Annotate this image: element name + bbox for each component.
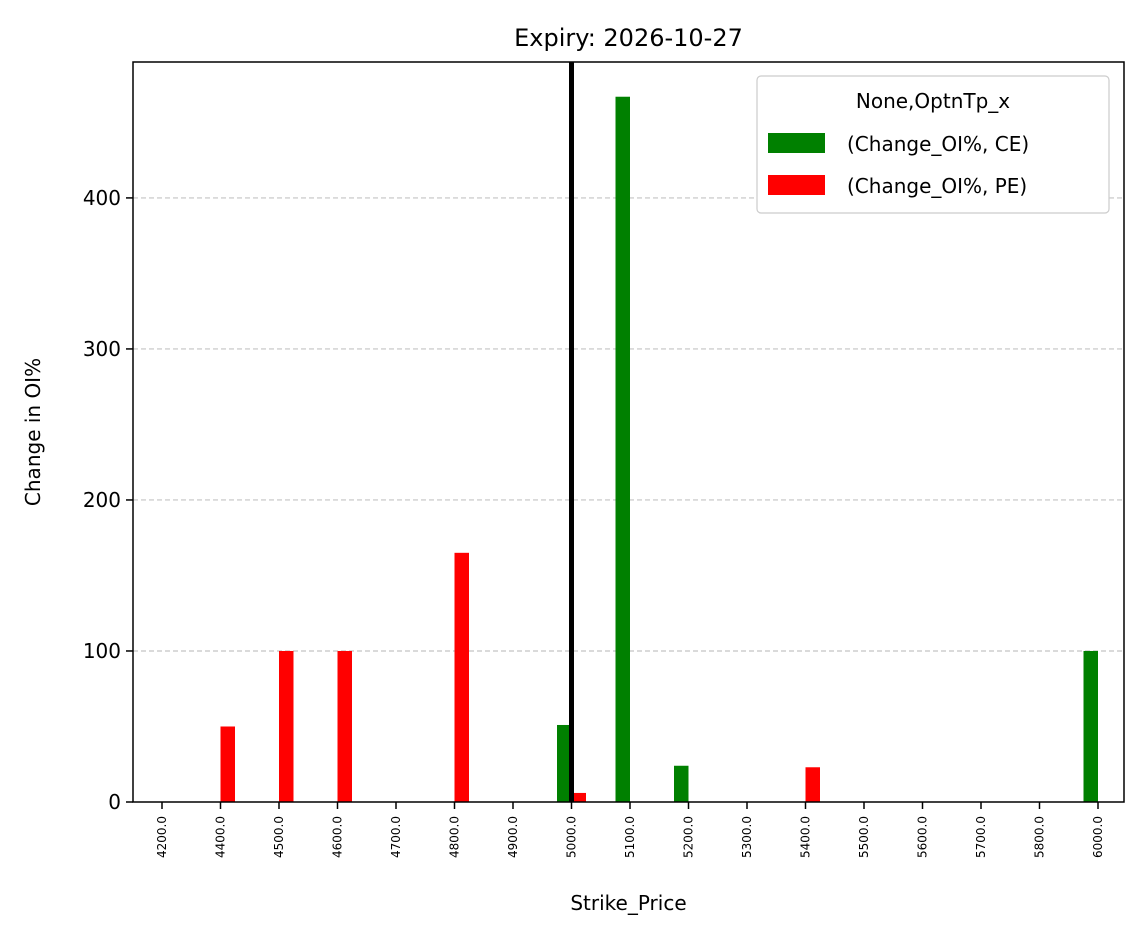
x-tick-label: 5000.0: [565, 816, 579, 858]
y-axis-label: Change in OI%: [21, 358, 45, 506]
x-tick-label: 5700.0: [974, 816, 988, 858]
bars: [220, 96, 1098, 803]
x-tick-label: 5100.0: [623, 816, 637, 858]
x-tick-label: 5200.0: [682, 816, 696, 858]
x-axis: 4200.0 4400.0 4500.0 4600.0 4700.0 4800.0 4900…: [155, 802, 1105, 858]
x-tick-label: 4500.0: [272, 816, 286, 858]
bar-pe: [805, 767, 820, 802]
x-tick-label: 5600.0: [916, 816, 930, 858]
legend-swatch: [768, 175, 825, 195]
y-axis: 0 100 200 300 400: [83, 186, 133, 814]
bar-ce: [615, 96, 630, 803]
legend: None,OptnTp_x (Change_OI%, CE)(Change_OI…: [756, 75, 1110, 214]
bar-pe: [571, 792, 586, 802]
legend-label: (Change_OI%, CE): [847, 132, 1029, 156]
bar-ce: [674, 765, 689, 802]
y-tick-label: 0: [108, 790, 121, 814]
bar-pe: [220, 726, 235, 802]
y-tick-label: 200: [83, 488, 121, 512]
x-tick-label: 4600.0: [331, 816, 345, 858]
x-tick-label: 4200.0: [155, 816, 169, 858]
x-tick-label: 4800.0: [448, 816, 462, 858]
legend-box: [756, 75, 1110, 214]
legend-label: (Change_OI%, PE): [847, 174, 1027, 198]
x-tick-label: 4900.0: [506, 816, 520, 858]
x-tick-label: 5500.0: [857, 816, 871, 858]
bar-ce: [557, 724, 572, 802]
plot-frame: [132, 61, 1125, 803]
bar-pe: [337, 650, 352, 802]
y-tick-label: 100: [83, 639, 121, 663]
legend-items: (Change_OI%, CE) (Change_OI%, PE): [768, 132, 1029, 198]
bar-pe: [279, 650, 294, 802]
x-tick-label: 4400.0: [214, 816, 228, 858]
x-tick-label: 4700.0: [389, 816, 403, 858]
x-tick-label: 5400.0: [799, 816, 813, 858]
bar-pe: [454, 552, 469, 802]
legend-swatch: [768, 133, 825, 153]
y-tick-label: 400: [83, 186, 121, 210]
bar-ce: [1083, 650, 1098, 802]
x-tick-label: 5800.0: [1033, 816, 1047, 858]
x-tick-label: 5300.0: [740, 816, 754, 858]
chart-title: Expiry: 2026-10-27: [514, 24, 743, 52]
y-tick-label: 300: [83, 337, 121, 361]
x-tick-label: 6000.0: [1091, 816, 1105, 858]
legend-title: None,OptnTp_x: [856, 89, 1010, 113]
x-axis-label: Strike_Price: [570, 891, 686, 915]
